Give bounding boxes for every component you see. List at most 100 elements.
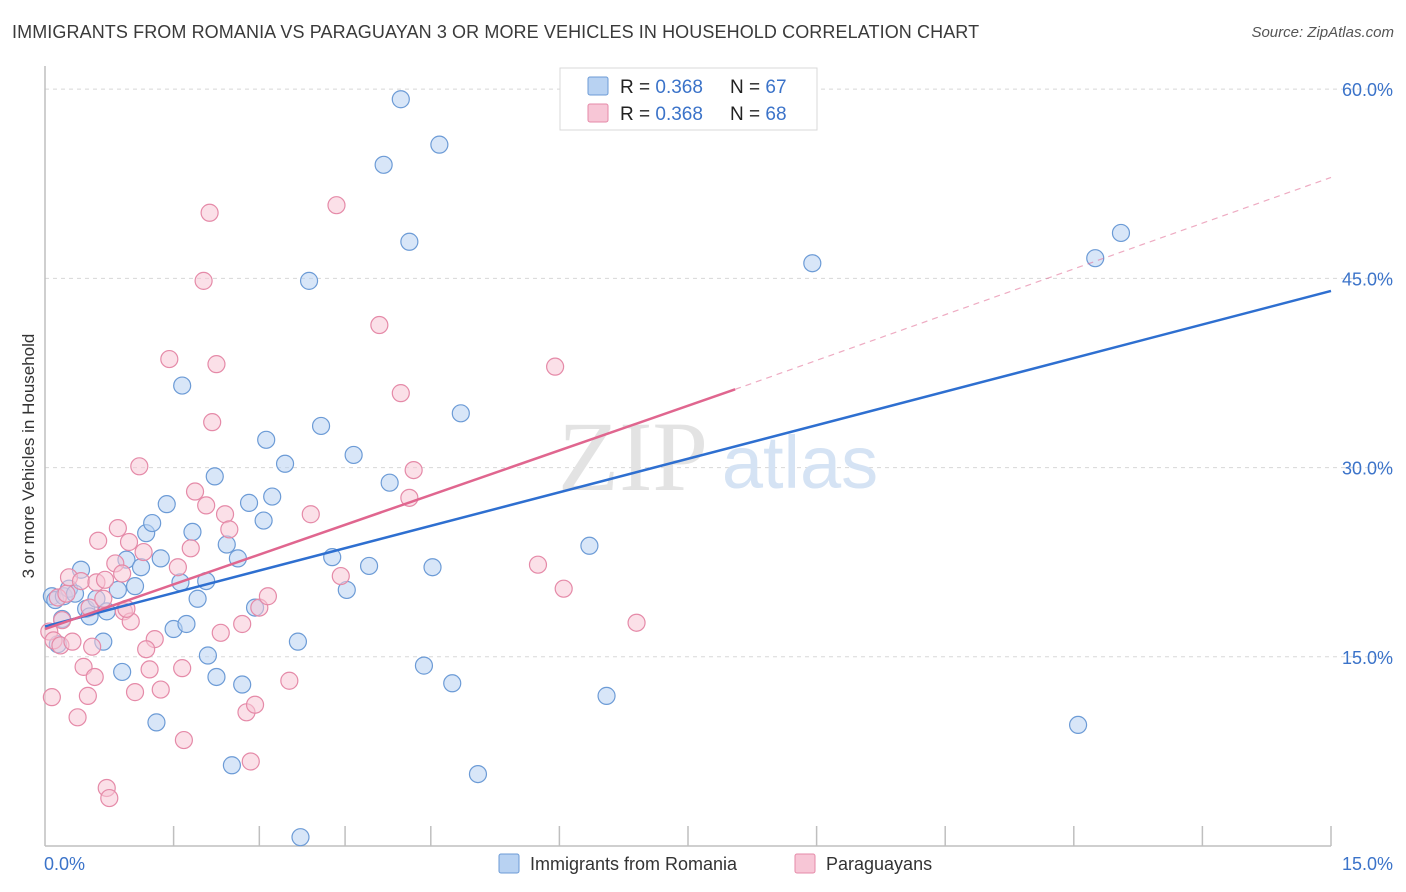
point-romania	[143, 513, 162, 533]
point-romania	[359, 556, 379, 576]
y-tick-label: 15.0%	[1342, 648, 1393, 668]
grid-lines	[45, 88, 1392, 658]
point-romania	[131, 558, 151, 577]
point-romania	[1068, 715, 1088, 735]
point-paraguayans	[391, 384, 410, 403]
point-romania	[291, 828, 310, 847]
point-romania	[198, 646, 217, 665]
point-romania	[299, 271, 319, 290]
point-romania	[423, 558, 442, 577]
point-paraguayans	[168, 558, 187, 577]
point-romania	[113, 662, 132, 682]
x-tick-label: 0.0%	[44, 854, 85, 874]
svg-text:R = 0.368: R = 0.368	[620, 77, 703, 98]
point-paraguayans	[85, 667, 104, 687]
point-paraguayans	[83, 637, 102, 656]
point-paraguayans	[220, 520, 239, 539]
point-romania	[147, 713, 166, 732]
point-romania	[205, 467, 224, 486]
legend-n-value-romania: 67	[765, 77, 786, 98]
point-paraguayans	[233, 614, 252, 634]
point-romania	[151, 549, 170, 568]
legend-swatch-romania	[498, 853, 520, 874]
watermark-zip: ZIP	[558, 401, 708, 512]
point-paraguayans	[546, 357, 565, 376]
trend-line-paraguayans	[44, 388, 736, 631]
point-paraguayans	[94, 589, 113, 608]
point-romania	[207, 667, 226, 687]
legend-label-paraguayans: Paraguayans	[826, 854, 932, 874]
point-romania	[580, 536, 599, 555]
point-romania	[380, 473, 399, 492]
legend-r-value-romania: 0.368	[655, 77, 703, 98]
legend-n-value-paraguayans: 68	[765, 104, 786, 125]
point-romania	[222, 756, 241, 775]
legend-swatch-paraguayans	[587, 103, 609, 123]
legend-r-value-paraguayans: 0.368	[655, 104, 703, 125]
point-romania	[217, 535, 236, 554]
svg-text:N = 67: N = 67	[730, 77, 787, 98]
point-paraguayans	[71, 571, 91, 591]
legend-top: R = 0.368 N = 67 R = 0.368 N = 68	[559, 67, 818, 131]
legend-swatch-paraguayans	[794, 853, 816, 874]
point-paraguayans	[627, 613, 646, 632]
point-paraguayans	[100, 788, 119, 808]
point-paraguayans	[215, 505, 235, 524]
axes	[44, 66, 1332, 847]
point-romania	[275, 454, 295, 473]
point-paraguayans	[151, 680, 170, 699]
point-paraguayans	[119, 532, 139, 552]
watermark: ZIP atlas	[558, 401, 878, 512]
point-paraguayans	[125, 683, 145, 702]
point-romania	[443, 674, 462, 693]
point-paraguayans	[327, 196, 346, 215]
point-romania	[468, 764, 488, 784]
svg-text:R = 0.368: R = 0.368	[620, 104, 703, 125]
point-paraguayans	[181, 539, 200, 558]
point-romania	[1086, 249, 1105, 268]
point-paraguayans	[194, 271, 213, 290]
point-paraguayans	[404, 460, 423, 480]
point-paraguayans	[68, 708, 87, 727]
trend-extension-paraguayans	[734, 176, 1332, 390]
point-romania	[233, 675, 252, 694]
point-romania	[391, 90, 410, 109]
legend-bottom: Immigrants from Romania Paraguayans	[498, 853, 932, 874]
point-paraguayans	[173, 659, 192, 678]
point-paraguayans	[207, 355, 226, 374]
x-tick-label: 15.0%	[1342, 854, 1393, 874]
point-paraguayans	[528, 555, 548, 574]
point-paraguayans	[160, 349, 179, 369]
svg-text:N = 68: N = 68	[730, 104, 787, 125]
point-paraguayans	[108, 519, 127, 538]
point-romania	[1111, 223, 1131, 243]
point-romania	[430, 135, 449, 154]
watermark-atlas: atlas	[722, 421, 878, 504]
point-romania	[183, 522, 202, 542]
y-tick-label: 45.0%	[1342, 269, 1393, 289]
point-paraguayans	[331, 566, 350, 586]
y-tick-label: 60.0%	[1342, 80, 1393, 100]
point-romania	[257, 430, 276, 449]
legend-r-label: R =	[620, 104, 655, 125]
point-romania	[177, 614, 196, 634]
point-romania	[311, 416, 331, 436]
legend-label-romania: Immigrants from Romania	[530, 854, 738, 874]
tick-labels: 15.0% 30.0% 45.0% 60.0% 0.0% 15.0%	[44, 80, 1393, 874]
point-romania	[288, 632, 308, 651]
point-romania	[400, 232, 419, 251]
point-paraguayans	[78, 686, 97, 705]
point-paraguayans	[130, 457, 149, 476]
point-romania	[414, 656, 434, 675]
point-romania	[451, 404, 470, 423]
chart-source: Source: ZipAtlas.com	[1251, 24, 1394, 41]
point-paraguayans	[200, 203, 219, 222]
point-paraguayans	[370, 315, 389, 335]
point-paraguayans	[258, 587, 278, 606]
y-axis-label: 3 or more Vehicles in Household	[19, 334, 38, 579]
point-romania	[597, 686, 616, 705]
point-romania	[344, 445, 363, 465]
point-paraguayans	[197, 496, 216, 515]
point-paraguayans	[140, 660, 159, 679]
point-paraguayans	[245, 695, 265, 714]
